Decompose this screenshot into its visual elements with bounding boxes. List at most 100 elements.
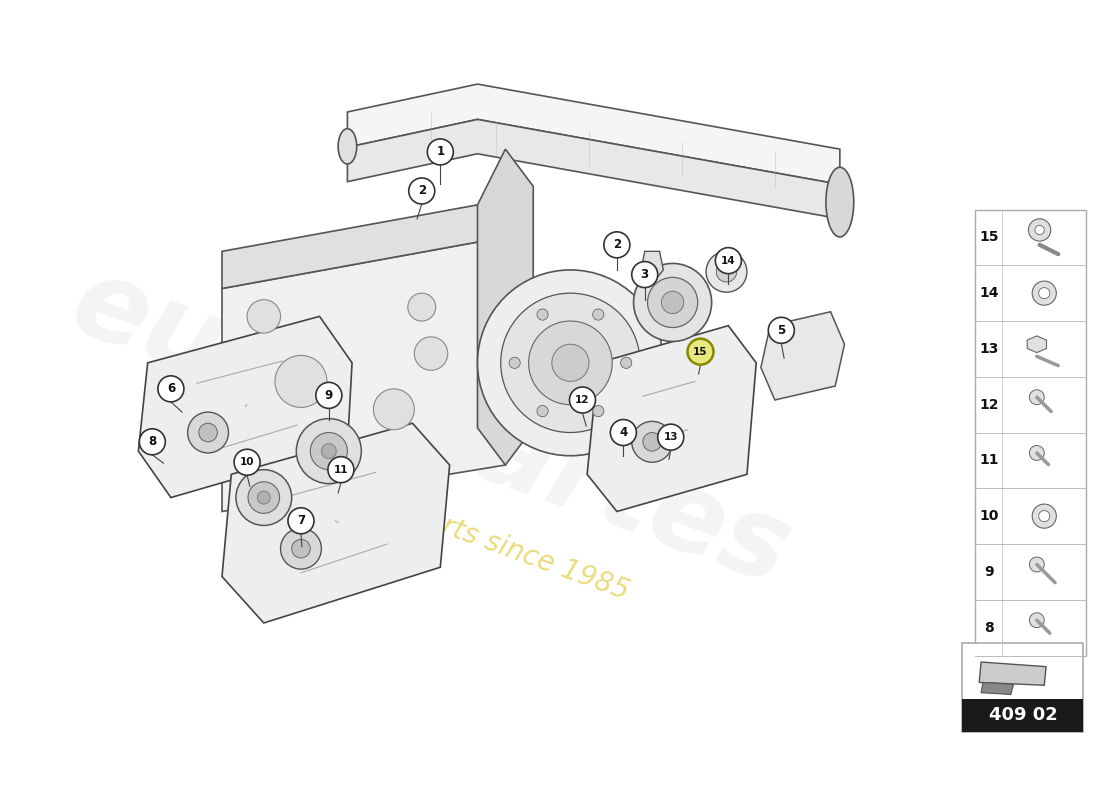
Circle shape	[199, 423, 218, 442]
Circle shape	[408, 293, 436, 321]
Circle shape	[373, 389, 415, 430]
Polygon shape	[587, 326, 756, 511]
Circle shape	[275, 355, 327, 407]
Circle shape	[257, 491, 271, 504]
Circle shape	[688, 338, 714, 365]
Polygon shape	[222, 423, 450, 623]
Circle shape	[316, 382, 342, 408]
Text: 12: 12	[575, 395, 590, 405]
Text: 14: 14	[980, 286, 999, 300]
Circle shape	[570, 387, 595, 413]
Text: 6: 6	[167, 382, 175, 395]
Circle shape	[1030, 557, 1044, 572]
Text: 15: 15	[980, 230, 999, 245]
Text: 409 02: 409 02	[989, 706, 1057, 725]
Polygon shape	[222, 205, 505, 289]
Polygon shape	[1027, 336, 1046, 353]
Circle shape	[1030, 613, 1044, 628]
Text: 11: 11	[333, 465, 349, 474]
Circle shape	[158, 376, 184, 402]
Circle shape	[537, 309, 548, 320]
Text: 13: 13	[980, 342, 999, 356]
Circle shape	[1030, 390, 1044, 405]
Circle shape	[427, 139, 453, 165]
Circle shape	[648, 278, 697, 327]
Polygon shape	[979, 662, 1046, 686]
FancyBboxPatch shape	[975, 210, 1086, 655]
Circle shape	[716, 262, 737, 282]
Circle shape	[604, 232, 630, 258]
Circle shape	[529, 321, 613, 405]
Circle shape	[477, 270, 663, 456]
Polygon shape	[348, 84, 839, 185]
Circle shape	[658, 424, 684, 450]
Text: 13: 13	[663, 432, 678, 442]
Circle shape	[235, 470, 292, 526]
Circle shape	[1032, 504, 1056, 528]
Circle shape	[610, 419, 637, 446]
Text: 8: 8	[984, 621, 994, 634]
Text: 8: 8	[148, 435, 156, 448]
Circle shape	[415, 337, 448, 370]
Circle shape	[500, 293, 640, 433]
Circle shape	[1038, 510, 1049, 522]
Circle shape	[1030, 446, 1044, 460]
Text: 11: 11	[980, 454, 999, 467]
Text: a passion for parts since 1985: a passion for parts since 1985	[229, 436, 632, 606]
Text: 9: 9	[324, 389, 333, 402]
Polygon shape	[348, 119, 839, 219]
Circle shape	[631, 262, 658, 287]
Circle shape	[1032, 281, 1056, 306]
Text: 2: 2	[418, 185, 426, 198]
Circle shape	[234, 450, 260, 475]
Circle shape	[1038, 287, 1049, 298]
Circle shape	[768, 318, 794, 343]
Polygon shape	[761, 312, 845, 400]
Text: 10: 10	[980, 509, 999, 523]
Polygon shape	[222, 242, 505, 511]
Circle shape	[661, 291, 684, 314]
Text: 15: 15	[693, 346, 707, 357]
Circle shape	[642, 433, 661, 451]
Polygon shape	[139, 316, 352, 498]
Circle shape	[1028, 219, 1050, 241]
Circle shape	[620, 358, 631, 369]
Circle shape	[292, 539, 310, 558]
Text: 1: 1	[437, 146, 444, 158]
Circle shape	[537, 406, 548, 417]
Circle shape	[296, 418, 362, 484]
Circle shape	[1035, 226, 1044, 234]
Circle shape	[552, 344, 589, 382]
Circle shape	[706, 251, 747, 292]
Ellipse shape	[338, 129, 356, 164]
Text: 2: 2	[613, 238, 620, 251]
Circle shape	[280, 528, 321, 569]
Circle shape	[634, 263, 712, 342]
Circle shape	[509, 358, 520, 369]
Polygon shape	[477, 149, 534, 465]
Text: 4: 4	[619, 426, 627, 439]
Circle shape	[321, 444, 337, 458]
Circle shape	[715, 248, 741, 274]
Text: 10: 10	[240, 458, 254, 467]
Circle shape	[315, 433, 343, 460]
Text: 14: 14	[720, 256, 736, 266]
Text: 7: 7	[297, 514, 305, 527]
Circle shape	[188, 412, 229, 453]
Circle shape	[248, 482, 279, 514]
Polygon shape	[641, 251, 663, 284]
Circle shape	[328, 457, 354, 482]
Circle shape	[409, 178, 434, 204]
Circle shape	[593, 406, 604, 417]
Circle shape	[310, 433, 348, 470]
Circle shape	[248, 300, 280, 333]
Text: 9: 9	[984, 565, 994, 579]
Text: 12: 12	[980, 398, 999, 412]
Text: 3: 3	[640, 268, 649, 281]
FancyBboxPatch shape	[962, 643, 1084, 732]
Text: 5: 5	[778, 324, 785, 337]
Ellipse shape	[826, 167, 854, 237]
Circle shape	[288, 508, 313, 534]
Circle shape	[140, 429, 165, 455]
FancyBboxPatch shape	[962, 699, 1084, 732]
